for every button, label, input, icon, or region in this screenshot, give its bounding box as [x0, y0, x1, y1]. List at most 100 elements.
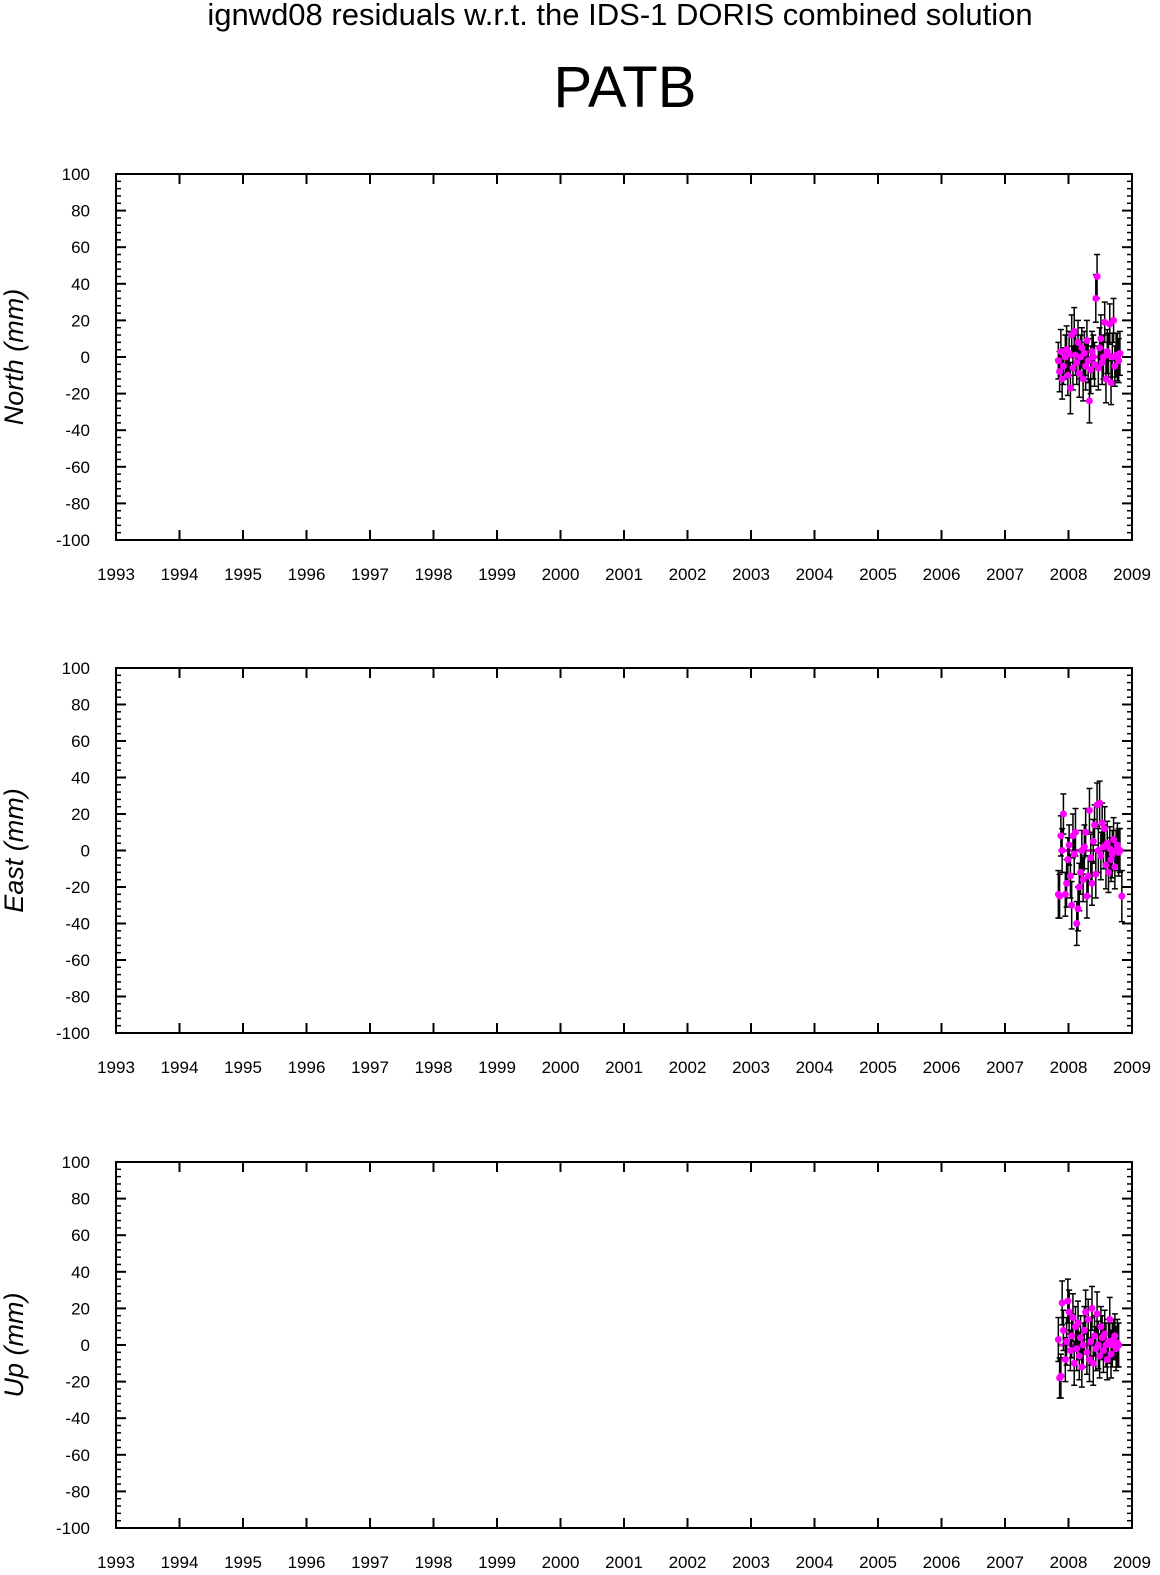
data-point: [1068, 1332, 1076, 1340]
y-tick-label: 80: [71, 696, 90, 715]
x-tick-label: 1997: [351, 565, 389, 584]
x-tick-label: 1993: [97, 565, 135, 584]
data-point: [1103, 1356, 1111, 1364]
data-point: [1085, 397, 1093, 405]
x-tick-label: 2008: [1050, 1553, 1088, 1572]
data-point: [1106, 845, 1114, 853]
y-tick-label: 40: [71, 275, 90, 294]
data-point: [1065, 1308, 1073, 1316]
data-point: [1097, 852, 1105, 860]
data-point: [1063, 879, 1071, 887]
x-tick-label: 1994: [161, 565, 199, 584]
x-tick-label: 2006: [923, 1058, 961, 1077]
data-point: [1115, 357, 1123, 365]
x-tick-label: 2009: [1113, 1058, 1151, 1077]
figure-title: ignwd08 residuals w.r.t. the IDS-1 DORIS…: [207, 0, 1032, 32]
y-tick-label: 0: [81, 1336, 90, 1355]
data-point: [1098, 358, 1106, 366]
x-tick-label: 1998: [415, 1058, 453, 1077]
data-point: [1066, 384, 1074, 392]
data-point: [1091, 1332, 1099, 1340]
x-tick-label: 2000: [542, 565, 580, 584]
x-tick-label: 1997: [351, 1553, 389, 1572]
data-point: [1056, 368, 1064, 376]
data-point: [1071, 828, 1079, 836]
y-tick-label: 0: [81, 842, 90, 861]
data-point: [1099, 1346, 1107, 1354]
data-point: [1101, 825, 1109, 833]
data-point: [1092, 870, 1100, 878]
data-point: [1098, 819, 1106, 827]
data-point: [1080, 843, 1088, 851]
x-tick-label: 1995: [224, 1553, 262, 1572]
x-tick-label: 2003: [732, 1553, 770, 1572]
data-point: [1110, 836, 1118, 844]
x-tick-label: 1996: [288, 1058, 326, 1077]
data-point: [1065, 349, 1073, 357]
data-point: [1059, 362, 1067, 370]
y-tick-label: -60: [65, 458, 90, 477]
data-point: [1118, 892, 1126, 900]
data-point: [1061, 1356, 1069, 1364]
data-point: [1069, 1314, 1077, 1322]
data-point: [1083, 1348, 1091, 1356]
y-tick-label: -20: [65, 878, 90, 897]
y-tick-label: 60: [71, 238, 90, 257]
y-tick-label: 20: [71, 805, 90, 824]
x-tick-label: 2004: [796, 565, 834, 584]
data-point: [1064, 371, 1072, 379]
data-point: [1085, 806, 1093, 814]
y-tick-label: -100: [56, 531, 90, 550]
x-tick-label: 2009: [1113, 565, 1151, 584]
up-panel: 1993 1994 1995 1996 1997 1998 1999 2000 2001 2002…: [0, 1153, 1151, 1572]
data-point: [1089, 1359, 1097, 1367]
x-tick-label: 2001: [605, 565, 643, 584]
y-tick-label: 60: [71, 732, 90, 751]
data-point: [1077, 1334, 1085, 1342]
y-tick-label: -60: [65, 951, 90, 970]
data-point: [1078, 1363, 1086, 1371]
data-point: [1073, 920, 1081, 927]
x-tick-label: 2004: [796, 1553, 834, 1572]
plot-frame: [115, 667, 1133, 1034]
y-tick-label: 20: [71, 1299, 90, 1318]
y-tick-label: 0: [81, 348, 90, 367]
y-axis-title: North (mm): [0, 289, 29, 426]
data-point: [1059, 810, 1067, 818]
x-tick-label: 2002: [669, 565, 707, 584]
data-point: [1082, 362, 1090, 370]
data-point: [1078, 344, 1086, 352]
data-point: [1080, 349, 1088, 357]
y-tick-label: 100: [62, 165, 90, 184]
y-tick-label: -40: [65, 421, 90, 440]
data-point: [1063, 1337, 1071, 1345]
data-point: [1094, 1341, 1102, 1349]
north-panel: 1993 1994 1995 1996 1997 1998 1999 2000 2001 2002…: [0, 165, 1151, 584]
x-tick-label: 2000: [542, 1553, 580, 1572]
data-point: [1059, 1326, 1067, 1334]
plot-frame: [115, 1161, 1133, 1529]
data-point: [1113, 841, 1121, 849]
y-tick-label: 40: [71, 769, 90, 788]
y-tick-label: -40: [65, 1409, 90, 1428]
data-point: [1054, 1336, 1062, 1344]
data-point: [1087, 366, 1095, 374]
data-point: [1075, 1352, 1083, 1360]
x-tick-label: 2001: [605, 1058, 643, 1077]
data-point: [1075, 369, 1083, 377]
x-tick-label: 1996: [288, 1553, 326, 1572]
y-tick-label: -80: [65, 1482, 90, 1501]
x-tick-label: 2002: [669, 1553, 707, 1572]
data-point: [1084, 872, 1092, 880]
data-point: [1061, 890, 1069, 898]
data-point: [1110, 316, 1118, 324]
data-point: [1115, 1341, 1123, 1349]
data-point: [1096, 344, 1104, 352]
x-tick-label: 1993: [97, 1058, 135, 1077]
x-tick-label: 2005: [859, 1553, 897, 1572]
data-point: [1102, 861, 1110, 869]
data-point: [1080, 1326, 1088, 1334]
data-point: [1102, 375, 1110, 383]
data-point: [1089, 353, 1097, 361]
x-tick-label: 2009: [1113, 1553, 1151, 1572]
